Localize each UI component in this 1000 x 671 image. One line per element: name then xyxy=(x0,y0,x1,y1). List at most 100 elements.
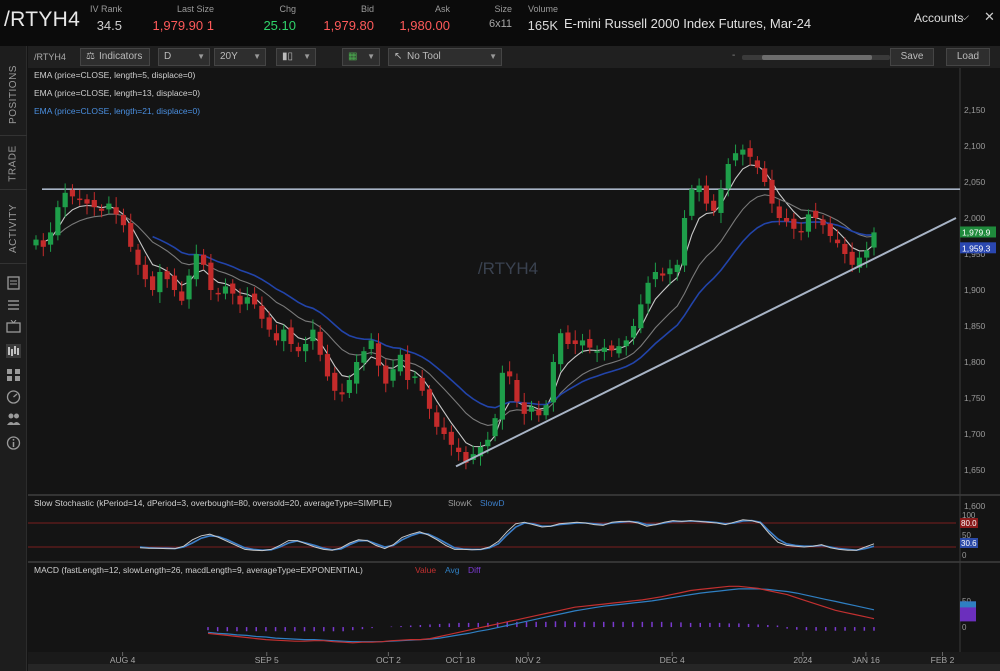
candle-body xyxy=(62,192,68,208)
price-chart[interactable]: /RTYH4 EMA (price=CLOSE, length=5, displ… xyxy=(28,68,1000,671)
indicators-button[interactable]: ⚖ Indicators xyxy=(80,48,150,66)
list-icon[interactable] xyxy=(6,298,21,312)
candle-body xyxy=(40,240,46,247)
candle-body xyxy=(609,345,615,351)
time-tick-label: DEC 4 xyxy=(660,655,685,665)
candle-body xyxy=(208,262,214,290)
price-tick-label: 2,050 xyxy=(964,177,986,187)
people-icon[interactable] xyxy=(6,412,21,426)
macd-study-label[interactable]: MACD (fastLength=12, slowLength=26, macd… xyxy=(34,565,363,575)
gauge-icon[interactable] xyxy=(6,390,21,404)
candle-body xyxy=(776,206,782,218)
candle-body xyxy=(747,148,753,157)
chg-label: Chg xyxy=(279,4,296,14)
scroll-left-dash[interactable]: - xyxy=(732,50,736,61)
document-icon[interactable] xyxy=(6,276,21,290)
ema-badge xyxy=(960,242,996,254)
candle-body xyxy=(310,329,316,342)
candle-body xyxy=(711,200,717,211)
candle-body xyxy=(303,344,309,352)
candle-body xyxy=(579,340,586,346)
candle-body xyxy=(834,239,841,244)
chart-toolbar: /RTYH4 ⚖ Indicators D ▼ 20Y ▼ ▮▯ ▼ ▦ ▼ ↖ No … xyxy=(28,46,1000,68)
chevron-down-icon[interactable]: ⌵ xyxy=(960,9,970,23)
info-icon[interactable] xyxy=(6,436,21,450)
price-tick-label: 1,600 xyxy=(964,501,986,511)
candle-body xyxy=(288,327,294,344)
symbol-title[interactable]: /RTYH4 xyxy=(4,8,81,31)
candle-body xyxy=(550,362,556,403)
ema5-study-label[interactable]: EMA (price=CLOSE, length=5, displace=0) xyxy=(34,70,196,80)
candle-body xyxy=(434,412,440,427)
timeframe-value: 20Y xyxy=(220,51,238,62)
candle-body xyxy=(237,295,243,305)
timeframe-select[interactable]: 20Y ▼ xyxy=(214,48,266,66)
save-label: Save xyxy=(900,51,924,62)
candle-body xyxy=(769,179,775,204)
chg-field: Chg 25.10 xyxy=(248,4,296,33)
indicators-label: Indicators xyxy=(99,51,143,62)
accounts-button[interactable]: Accounts xyxy=(914,11,964,25)
save-button[interactable]: Save xyxy=(890,48,934,66)
candle-body xyxy=(587,338,593,348)
candle-body xyxy=(783,218,790,222)
ema13-study-label[interactable]: EMA (price=CLOSE, length=13, displace=0) xyxy=(34,88,200,98)
time-scrollbar[interactable] xyxy=(742,55,890,60)
candle-body xyxy=(667,268,673,275)
aggregation-select[interactable]: D ▼ xyxy=(158,48,210,66)
candle-body xyxy=(448,431,454,445)
tv-icon[interactable] xyxy=(6,320,21,334)
candle-body xyxy=(820,219,826,226)
load-button[interactable]: Load xyxy=(946,48,990,66)
close-icon[interactable]: ✕ xyxy=(984,9,995,24)
last-price-badge-text: 1,979.9 xyxy=(962,227,991,237)
last-size: 1 xyxy=(206,18,214,33)
chart-settings-select[interactable]: ▦ ▼ xyxy=(342,48,380,66)
drawing-tool-value: No Tool xyxy=(407,51,441,62)
bottom-scroll-band[interactable] xyxy=(28,664,1000,671)
scrollbar-thumb[interactable] xyxy=(762,55,872,60)
grid-icon[interactable] xyxy=(6,368,21,382)
candle-body xyxy=(397,354,403,372)
chart-icon[interactable] xyxy=(6,344,21,358)
chg-value: 25.10 xyxy=(263,18,296,33)
stoch-k-badge-text: 30.6 xyxy=(961,539,977,548)
ask-value: 1,980.00 xyxy=(399,18,450,33)
time-tick-label: OCT 2 xyxy=(376,655,401,665)
candle-body xyxy=(419,377,425,391)
candle-body xyxy=(128,223,134,247)
tab-activity[interactable]: ACTIVITY xyxy=(0,194,27,264)
tab-positions[interactable]: POSITIONS xyxy=(0,54,27,136)
last-price: 1,979.90 xyxy=(152,18,204,33)
price-tick-label: 1,850 xyxy=(964,321,986,331)
candle-body xyxy=(740,149,746,155)
tab-trade[interactable]: TRADE xyxy=(0,138,27,190)
candle-body xyxy=(827,223,833,236)
bid-value: 1,979.80 xyxy=(323,18,374,33)
candles xyxy=(33,140,877,470)
candle-body xyxy=(55,207,61,236)
chart-watermark: /RTYH4 xyxy=(478,259,538,278)
stoch-study-label[interactable]: Slow Stochastic (kPeriod=14, dPeriod=3, … xyxy=(34,498,392,508)
price-badges: 1,979.9 1,959.3 xyxy=(960,226,996,254)
candle-body xyxy=(157,272,163,293)
chevron-down-icon: ▼ xyxy=(303,52,311,61)
volume-label: Volume xyxy=(527,4,558,14)
macd-value-line xyxy=(207,585,875,644)
candle-body xyxy=(732,153,739,161)
time-tick-label: NOV 2 xyxy=(515,655,541,665)
size-label: Size xyxy=(494,4,512,14)
drawing-tool-select[interactable]: ↖ No Tool ▼ xyxy=(388,48,502,66)
candle-body xyxy=(762,168,768,182)
chart-style-select[interactable]: ▮▯ ▼ xyxy=(276,48,316,66)
candle-body xyxy=(528,406,535,412)
candle-body xyxy=(186,275,192,300)
toolbar-symbol[interactable]: /RTYH4 xyxy=(34,52,66,62)
time-tick-label: JAN 16 xyxy=(852,655,880,665)
cursor-icon: ↖ xyxy=(394,51,403,62)
candle-body xyxy=(842,243,848,254)
candle-body xyxy=(718,189,724,213)
candle-body xyxy=(259,305,265,319)
candle-body xyxy=(361,351,367,363)
ema21-study-label[interactable]: EMA (price=CLOSE, length=21, displace=0) xyxy=(34,106,200,116)
